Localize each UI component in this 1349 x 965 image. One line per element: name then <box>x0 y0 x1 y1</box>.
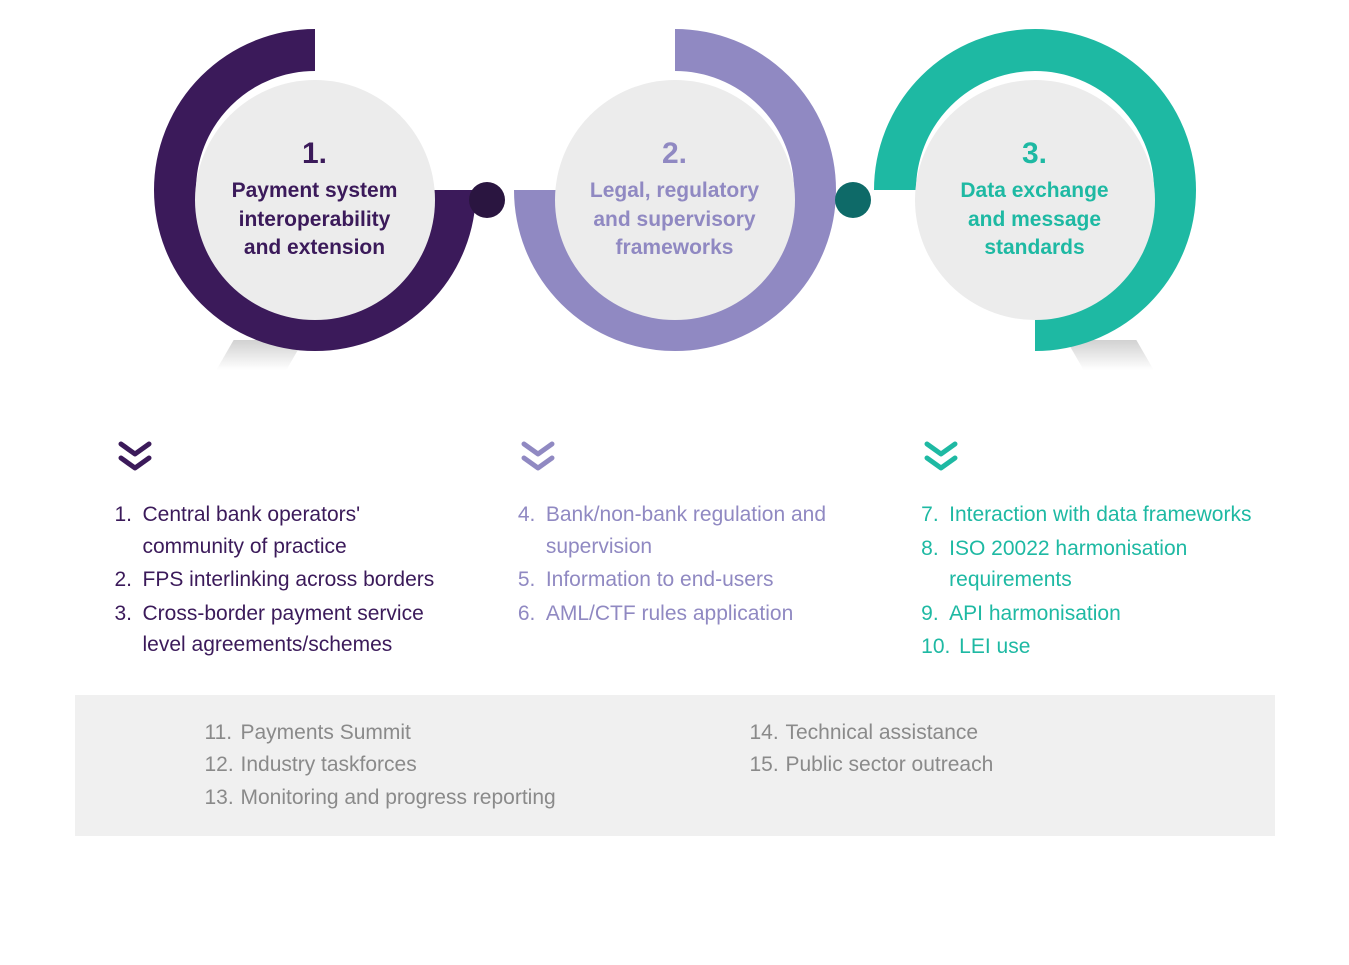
theme-list-2: 4.Bank/non-bank regulation and supervisi… <box>478 440 871 665</box>
theme-number-3: 3. <box>1022 137 1047 171</box>
list-item: 2.FPS interlinking across borders <box>115 564 458 596</box>
list-item: 3.Cross-border payment service level agr… <box>115 598 458 661</box>
list-item: 1.Central bank operators' community of p… <box>115 499 458 562</box>
theme-circle-1: 1. Payment system interoperability and e… <box>195 80 435 320</box>
theme-list-1: 1.Central bank operators' community of p… <box>75 440 468 665</box>
list-item: 5.Information to end-users <box>518 564 861 596</box>
list-item: 6.AML/CTF rules application <box>518 598 861 630</box>
theme-number-2: 2. <box>662 137 687 171</box>
theme-title-2: Legal, regulatory and supervisory framew… <box>580 177 770 262</box>
theme-3-items: 7.Interaction with data frameworks 8.ISO… <box>891 499 1264 663</box>
theme-circle-3: 3. Data exchange and message standards <box>915 80 1155 320</box>
list-item: 8.ISO 20022 harmonisation requirements <box>921 533 1264 596</box>
theme-title-3: Data exchange and message standards <box>940 177 1130 262</box>
theme-list-3: 7.Interaction with data frameworks 8.ISO… <box>881 440 1274 665</box>
list-item: 11.Payments Summit <box>205 717 690 750</box>
infographic-container: 1. Payment system interoperability and e… <box>75 40 1275 836</box>
list-item: 13.Monitoring and progress reporting <box>205 782 690 815</box>
list-item: 12.Industry taskforces <box>205 749 690 782</box>
list-item: 4.Bank/non-bank regulation and supervisi… <box>518 499 861 562</box>
themes-lists-row: 1.Central bank operators' community of p… <box>75 440 1275 665</box>
chevron-down-icon <box>921 440 961 476</box>
list-item: 9.API harmonisation <box>921 598 1264 630</box>
list-item: 10.LEI use <box>921 631 1264 663</box>
theme-2-items: 4.Bank/non-bank regulation and supervisi… <box>488 499 861 629</box>
chevron-down-icon <box>115 440 155 476</box>
footer-cross-cutting: 11.Payments Summit 12.Industry taskforce… <box>75 695 1275 837</box>
connector-dot-1-2 <box>469 182 505 218</box>
list-item: 14.Technical assistance <box>750 717 1235 750</box>
list-item: 15.Public sector outreach <box>750 749 1235 782</box>
theme-title-1: Payment system interoperability and exte… <box>220 177 410 262</box>
footer-col-2: 14.Technical assistance 15.Public sector… <box>750 717 1235 815</box>
footer-col-1: 11.Payments Summit 12.Industry taskforce… <box>205 717 690 815</box>
connector-dot-2-3 <box>835 182 871 218</box>
chevron-down-icon <box>518 440 558 476</box>
themes-rings-row: 1. Payment system interoperability and e… <box>75 40 1275 400</box>
theme-circle-2: 2. Legal, regulatory and supervisory fra… <box>555 80 795 320</box>
list-item: 7.Interaction with data frameworks <box>921 499 1264 531</box>
theme-number-1: 1. <box>302 137 327 171</box>
theme-1-items: 1.Central bank operators' community of p… <box>85 499 458 661</box>
